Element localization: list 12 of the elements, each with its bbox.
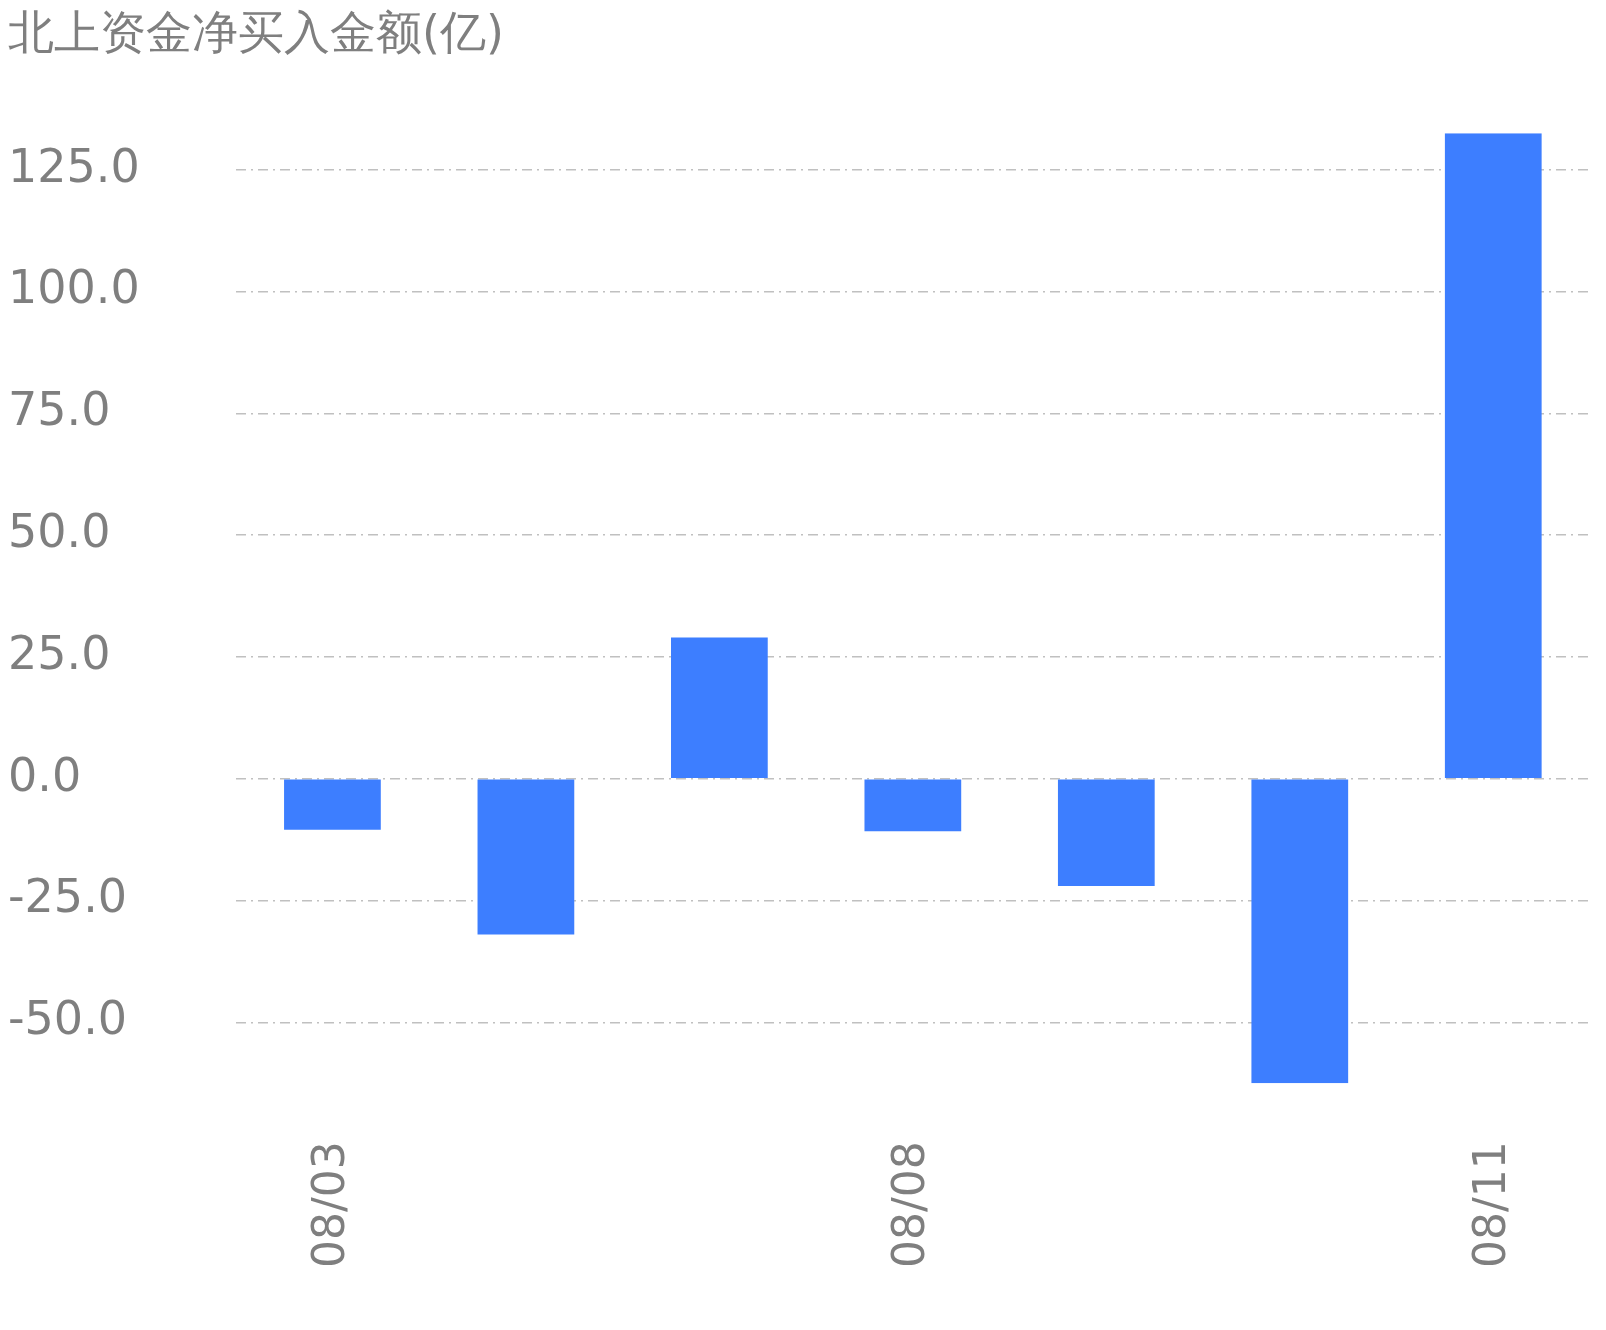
y-tick-label: 50.0 [8,504,111,559]
y-tick-label: 25.0 [8,625,111,680]
x-tick-label: 08/11 [1463,1141,1515,1269]
y-tick-label: 0.0 [8,747,82,802]
y-tick-label: -25.0 [8,869,128,924]
y-tick-label: 100.0 [8,260,140,315]
y-tick-label: 125.0 [8,138,140,193]
y-tick-label: 75.0 [8,382,111,437]
chart-title: 北上资金净买入金额(亿) [8,4,504,59]
y-tick-label: -50.0 [8,991,128,1046]
x-tick-label: 08/03 [302,1141,354,1269]
x-tick-label: 08/08 [883,1141,935,1269]
